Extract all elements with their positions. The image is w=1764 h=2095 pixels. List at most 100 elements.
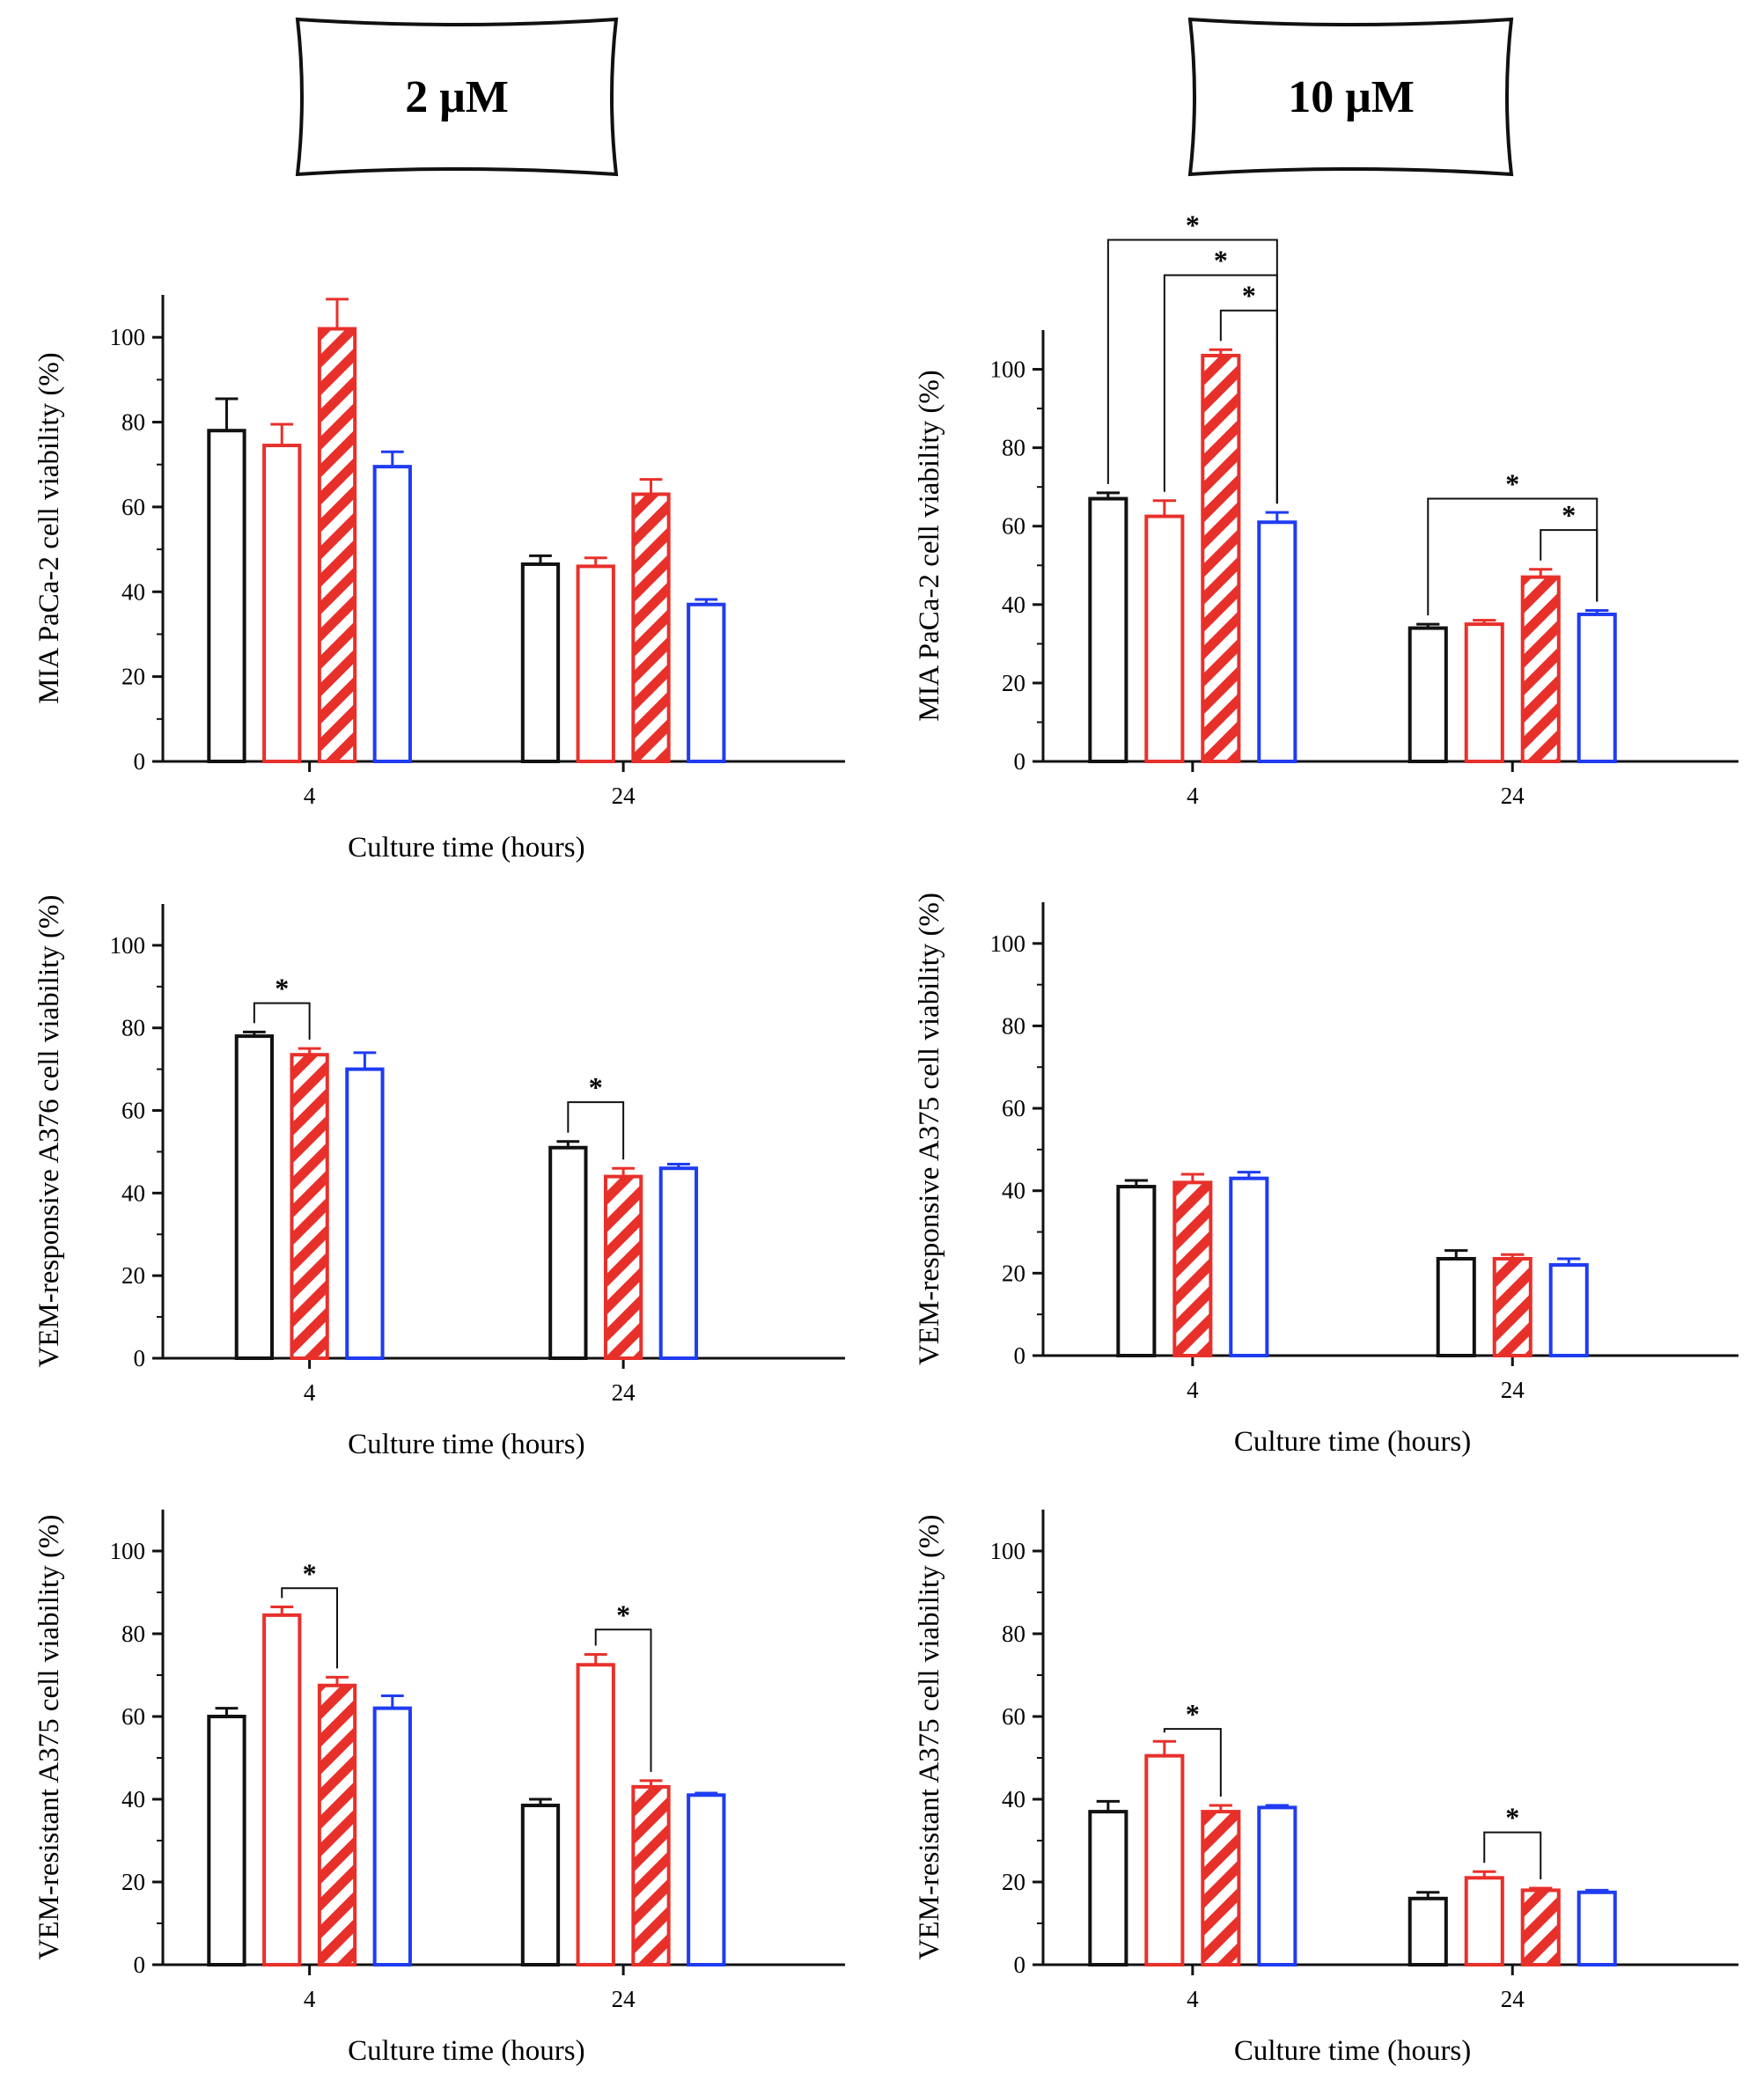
x-axis-title: Culture time (hours) [348,1429,584,1460]
y-tick-label: 20 [1002,1869,1025,1895]
y-axis-title: VEM-responsive A376 cell viability (%) [33,894,65,1367]
x-tick-label: 24 [1501,1986,1525,2012]
significance-bracket [594,1628,652,1772]
header-2uM: 2 μM [405,72,509,122]
significance-star: * [1562,499,1576,531]
bar-red [1464,622,1504,763]
bar-black [234,1034,275,1360]
significance-star: * [589,1071,603,1103]
y-tick-label: 40 [1002,1178,1025,1204]
y-tick-label: 0 [134,1345,146,1371]
x-axis-title: Culture time (hours) [1234,2035,1471,2067]
bar-hatched [290,1053,329,1361]
significance-bracket [253,1002,311,1040]
y-tick-label: 100 [110,932,146,959]
y-tick-label: 40 [121,1786,145,1812]
y-tick-label: 20 [1002,1260,1025,1286]
y-tick-label: 80 [1002,1012,1025,1039]
significance-bracket [1540,529,1599,602]
bar-hatched [1520,575,1561,763]
x-tick-label: 4 [1187,1377,1199,1403]
bar-black [1116,1185,1157,1357]
bar-blue [345,1067,385,1361]
y-tick-label: 40 [121,1180,145,1206]
bar-hatched [1520,1888,1561,1966]
bar-red [262,444,302,764]
bar-blue [687,602,726,763]
y-tick-label: 20 [121,664,145,690]
bar-red [1144,1753,1185,1966]
y-tick-label: 0 [1014,1342,1026,1369]
y-tick-label: 40 [1002,1786,1025,1812]
x-tick-label: 24 [612,783,636,809]
bar-blue [1577,1890,1617,1966]
bar-hatched [1201,1810,1241,1966]
y-axis-title: MIA PaCa-2 cell viability (%) [33,352,65,704]
y-tick-label: 80 [121,1621,145,1647]
bar-blue [1229,1176,1269,1357]
bar-blue [1257,1805,1297,1966]
significance-star: * [1186,210,1200,241]
y-tick-label: 80 [1002,435,1025,461]
y-tick-label: 100 [110,324,146,350]
bar-black [520,1804,561,1966]
y-tick-label: 20 [121,1262,145,1289]
chart-panel-10uM-a375-resistant: 0 20 40 60 80 100 4 24 * * Culture time (hours) VEM… [914,1510,1738,2067]
x-tick-label: 24 [1501,1377,1525,1403]
bar-blue [372,465,412,764]
significance-star: * [1186,1698,1200,1730]
header-box-right [1187,17,1514,177]
x-axis-title: Culture time (hours) [348,2035,584,2067]
y-tick-label: 0 [1014,748,1026,775]
x-tick-label: 4 [304,1986,316,2012]
bar-hatched [1201,353,1241,763]
bar-blue [1577,612,1617,764]
column-headers: 2 μM 10 μM [295,17,1514,177]
y-tick-label: 40 [121,578,145,605]
x-tick-label: 4 [304,1379,316,1406]
x-tick-label: 24 [612,1379,636,1406]
chart-panel-10uM-a375-responsive: 0 20 40 60 80 100 4 24 Culture time (hours) VEM-r… [914,893,1738,1458]
y-tick-label: 0 [1014,1952,1026,1978]
bar-hatched [1172,1180,1213,1358]
bar-blue [1548,1263,1589,1357]
significance-bracket [1163,1728,1222,1797]
bar-blue [687,1793,726,1966]
significance-star: * [616,1599,630,1630]
bar-black [1408,1896,1448,1966]
significance-star: * [303,1557,317,1589]
bar-red [576,1663,615,1966]
y-tick-label: 0 [134,1952,146,1978]
significance-bracket [281,1587,339,1669]
significance-star: * [1505,1802,1519,1834]
y-axis-title: VEM-resistant A375 cell viability (%) [33,1515,65,1960]
x-axis-title: Culture time (hours) [1234,1426,1471,1458]
bar-black [1408,626,1448,763]
x-tick-label: 4 [304,783,316,809]
bar-black [1088,1810,1128,1966]
y-tick-label: 60 [121,494,145,520]
significance-bracket [567,1101,625,1160]
y-tick-label: 60 [1002,1095,1025,1121]
significance-star: * [1214,245,1228,276]
significance-star: * [1242,280,1256,312]
bar-red [576,564,615,764]
bar-black [1088,496,1128,763]
chart-panel-2uM-a375-resistant: 0 20 40 60 80 100 4 24 * * Culture time (hours) VEM… [33,1510,845,2067]
bar-hatched [317,1683,357,1966]
bar-black [520,562,561,764]
bar-black [207,429,246,763]
chart-panel-2uM-a376: 0 20 40 60 80 100 4 24 * * Culture time (hours) VEM… [33,894,845,1460]
y-tick-label: 20 [1002,670,1025,696]
y-axis-title: MIA PaCa-2 cell viability (%) [914,370,945,722]
bar-black [548,1145,588,1360]
x-axis-title: Culture time (hours) [348,832,584,864]
significance-star: * [275,973,289,1004]
y-tick-label: 100 [990,1538,1026,1564]
y-tick-label: 80 [121,1015,145,1041]
significance-bracket [1483,1831,1542,1880]
y-tick-label: 40 [1002,592,1025,618]
bar-black [207,1715,246,1966]
y-tick-label: 0 [134,748,146,775]
